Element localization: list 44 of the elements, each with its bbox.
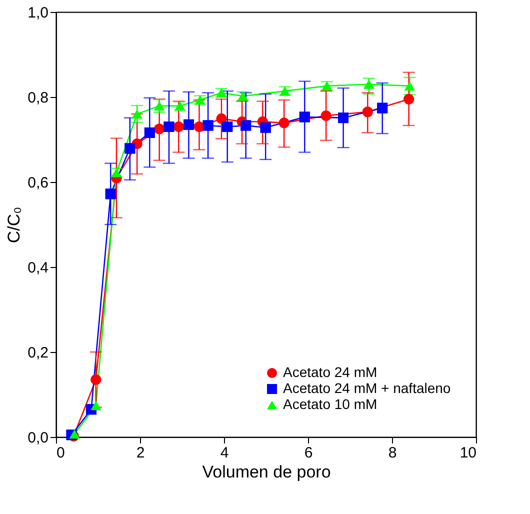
point [164,122,174,132]
y-tick-label: 0,2 [28,344,48,362]
legend-label: Acetato 10 mM [283,396,378,412]
point [240,120,252,131]
x-tick-label: 2 [136,444,145,462]
point [144,127,155,138]
point [362,106,373,118]
point [194,122,204,132]
point [105,188,116,200]
point [320,110,332,121]
point [299,112,310,122]
point [154,124,165,134]
point [90,401,102,410]
point [338,112,349,124]
legend-label: Acetato 24 mM + naftaleno [283,380,451,396]
point [154,101,165,110]
x-tick-label: 6 [304,444,313,462]
point [124,143,136,154]
x-tick-label: 8 [388,444,397,462]
y-tick-label: 0,8 [28,90,48,106]
point [69,429,80,439]
y-axis-title: C/C₀ [4,206,24,244]
point [216,113,227,124]
y-tick-label: 0,6 [28,174,48,192]
point [364,80,374,89]
point [404,81,415,90]
point [404,94,414,104]
x-tick-label: 4 [220,444,229,462]
point [377,102,388,114]
point [278,118,290,128]
y-tick-label: 0,4 [28,260,48,276]
legend-label: Acetato 24 mM [283,364,378,380]
point [173,122,184,132]
x-tick-label: 0 [56,444,65,462]
point [202,120,214,131]
point [183,119,194,130]
y-tick-label: 0,0 [28,430,48,446]
point [260,122,271,133]
point [90,374,102,385]
y-tick-label: 1,0 [28,4,48,22]
point [222,122,233,132]
x-axis-title: Volumen de poro [202,462,331,482]
point [132,109,142,119]
x-tick-label: 10 [460,444,476,462]
